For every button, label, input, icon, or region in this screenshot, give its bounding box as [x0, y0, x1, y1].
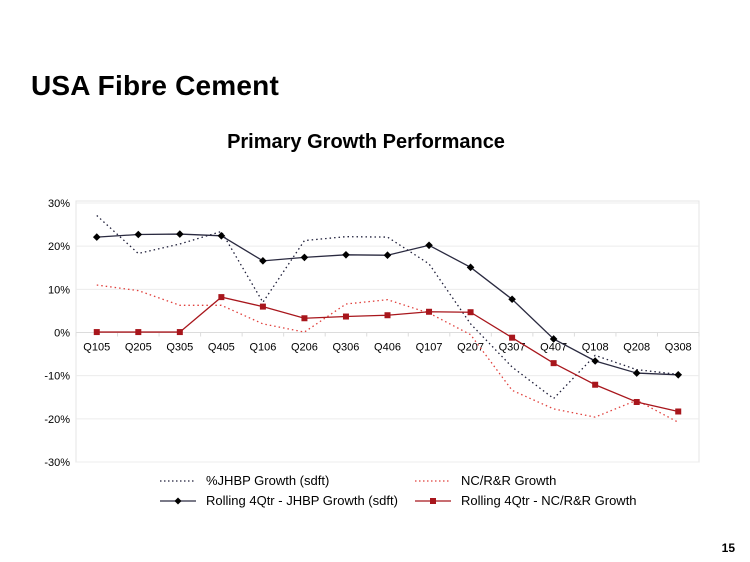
data-point-square [342, 313, 349, 320]
data-point-square [467, 309, 474, 316]
data-point-square [259, 303, 266, 310]
series-1 [96, 284, 679, 423]
data-point-square [384, 312, 391, 319]
x-tick-label: Q105 [83, 342, 110, 354]
x-tick-label: Q306 [333, 342, 360, 354]
legend-swatch-dotted-red [415, 479, 451, 482]
data-point-diamond [300, 253, 309, 262]
x-tick-label: Q307 [499, 342, 526, 354]
data-point-diamond [342, 251, 350, 259]
x-tick-label: Q108 [582, 342, 609, 354]
x-tick-label: Q308 [665, 342, 692, 354]
series-line [96, 284, 679, 423]
y-tick-label: -20% [44, 414, 70, 426]
legend-label: %JHBP Growth (sdft) [206, 473, 330, 488]
x-tick-label: Q106 [249, 342, 276, 354]
data-point-diamond [674, 371, 683, 379]
data-point-diamond [549, 335, 558, 343]
chart-title: Primary Growth Performance [0, 131, 750, 154]
data-point-diamond [632, 369, 641, 377]
legend-swatch-dotted-dark [160, 479, 196, 482]
data-point-square [176, 329, 183, 336]
legend-item-rolling-jhbp: Rolling 4Qtr - JHBP Growth (sdft) [160, 493, 398, 508]
x-tick-label: Q205 [125, 342, 152, 354]
data-point-square [509, 334, 516, 341]
data-point-diamond [217, 232, 226, 240]
x-tick-label: Q107 [416, 342, 443, 354]
y-tick-label: -30% [44, 457, 70, 469]
series-line [96, 215, 679, 400]
series-3 [93, 294, 682, 415]
y-axis-tick-labels: 30% 20% 10% 0% -10% -20% -30% [44, 198, 70, 469]
x-axis-tick-labels: Q105 Q205 Q305 Q405 Q106 Q206 Q306 Q406 Q107 Q207… [83, 342, 691, 354]
data-point-square [93, 329, 100, 336]
legend-swatch-square-marker [415, 497, 451, 504]
data-point-square [592, 381, 599, 388]
legend-swatch-diamond-marker [160, 497, 196, 504]
x-tick-label: Q406 [374, 342, 401, 354]
y-tick-label: 30% [48, 198, 70, 210]
data-point-square [301, 315, 308, 322]
data-point-diamond [466, 263, 475, 272]
series-2 [92, 230, 683, 379]
page-number: 15 [721, 541, 735, 555]
chart-title-text: Primary Growth Performance [227, 131, 505, 153]
data-point-diamond [591, 357, 599, 365]
data-point-diamond [134, 230, 143, 239]
y-tick-label: -10% [44, 371, 70, 383]
data-point-diamond [259, 257, 267, 265]
data-point-square [135, 329, 142, 336]
legend-item-rolling-ncrr: Rolling 4Qtr - NC/R&R Growth [415, 493, 637, 508]
x-tick-label: Q207 [457, 342, 484, 354]
x-tick-label: Q305 [166, 342, 193, 354]
x-tick-label: Q206 [291, 342, 318, 354]
x-tick-label: Q407 [540, 342, 567, 354]
data-point-diamond [176, 230, 184, 238]
legend-item-jhbp-growth: %JHBP Growth (sdft) [160, 473, 329, 488]
slide-title: USA Fibre Cement [31, 70, 279, 101]
data-point-diamond [425, 241, 433, 250]
y-tick-label: 0% [54, 328, 70, 340]
y-tick-label: 20% [48, 241, 70, 253]
data-point-diamond [508, 295, 516, 304]
data-point-square [426, 308, 433, 315]
gridlines [75, 200, 700, 463]
legend-item-ncrr-growth: NC/R&R Growth [415, 473, 556, 488]
data-point-square [675, 408, 682, 415]
data-point-square [633, 398, 640, 405]
x-tick-label: Q405 [208, 342, 235, 354]
x-tick-label: Q208 [623, 342, 650, 354]
legend-label: NC/R&R Growth [461, 473, 557, 488]
series-lines [92, 215, 683, 423]
legend-label: Rolling 4Qtr - JHBP Growth (sdft) [206, 493, 398, 508]
data-point-diamond [92, 233, 101, 241]
data-point-square [218, 294, 225, 301]
legend-label: Rolling 4Qtr - NC/R&R Growth [461, 493, 637, 508]
data-point-diamond [383, 251, 392, 260]
y-tick-label: 10% [48, 284, 70, 296]
series-0 [96, 215, 679, 400]
data-point-square [550, 360, 557, 367]
